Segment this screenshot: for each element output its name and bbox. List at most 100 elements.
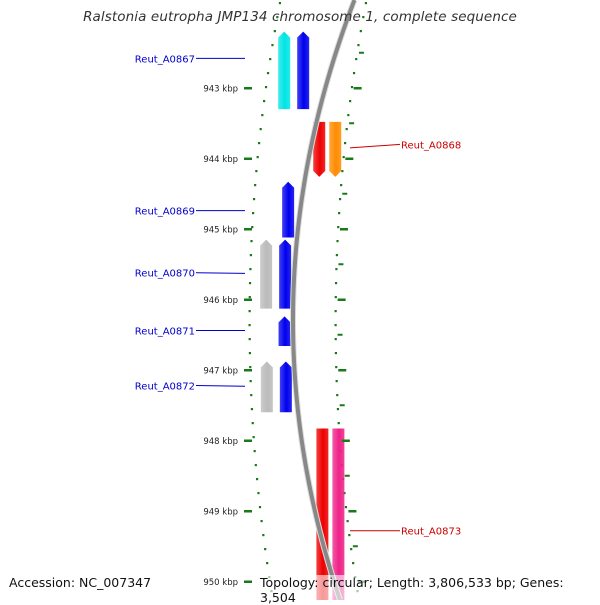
minor-tick — [337, 333, 343, 336]
minor-tick — [342, 192, 348, 195]
accession-text: Accession: NC_007347 — [9, 575, 152, 590]
left-guide-dot — [250, 240, 253, 243]
right-guide-dot — [334, 310, 337, 313]
tick-mark-right — [337, 298, 346, 301]
right-guide-dot — [357, 44, 360, 47]
left-guide-dot — [263, 100, 266, 103]
tick-mark-right — [338, 369, 347, 372]
right-guide-dot — [335, 380, 338, 383]
gene-label-reut-a0873: Reut_A0873 — [401, 527, 461, 538]
minor-tick — [338, 263, 344, 266]
left-guide-dot — [256, 156, 259, 159]
left-guide-dot — [257, 492, 260, 495]
right-guide-dot — [335, 268, 338, 271]
map-title: Ralstonia eutropha JMP134 chromosome 1, … — [83, 9, 517, 25]
left-guide-dot — [249, 380, 252, 383]
tick-mark-right — [341, 439, 350, 442]
minor-tick — [339, 404, 345, 407]
right-guide-dot — [342, 156, 345, 159]
left-guide-dot — [250, 394, 253, 397]
left-guide-dot — [248, 352, 252, 355]
right-guide-dot — [355, 58, 358, 61]
left-guide-dot — [261, 114, 264, 117]
left-guide-dot — [254, 184, 257, 187]
gene-feature-reut-a0872 — [279, 361, 292, 413]
gene-feature-reut-a0869 — [282, 181, 295, 238]
right-guide-dot — [346, 520, 349, 523]
gene-feature-reut-a0873-cog — [332, 428, 345, 600]
right-guide-dot — [340, 184, 343, 187]
gene-label-reut-a0870: Reut_A0870 — [135, 269, 195, 280]
left-guide-dot — [264, 86, 268, 89]
right-guide-dot — [344, 506, 348, 509]
gene-feature-reut-a0867-cog — [278, 31, 291, 110]
left-guide-dot — [276, 16, 279, 19]
tick-mark-left — [244, 439, 252, 442]
gene-label-reut-a0869: Reut_A0869 — [135, 207, 195, 218]
right-guide-dot — [336, 240, 339, 243]
left-guide-dot — [258, 142, 261, 145]
left-guide-dot — [249, 366, 252, 369]
left-guide-dot — [258, 506, 262, 509]
left-guide-dot — [248, 338, 251, 341]
left-guide-dot — [266, 562, 269, 565]
gene-labels: Reut_A0867 Reut_A0868 Reut_A0869 Reut_A0870… — [135, 54, 461, 537]
kbp-ticks: 943 kbp 944 kbp 945 kbp 946 kbp 947 kbp 948 k… — [203, 51, 367, 588]
tick-label: 943 kbp — [203, 85, 238, 95]
left-guide-dot — [262, 534, 265, 537]
gene-label-reut-a0872-leader — [195, 385, 246, 387]
left-guide-dot — [264, 548, 267, 551]
tick-mark-right — [339, 228, 348, 231]
left-guide-dot — [248, 310, 251, 313]
left-guide-dot — [248, 324, 251, 327]
right-guide-dot — [337, 226, 340, 229]
tick-mark-right — [345, 157, 354, 160]
right-guide-dot — [352, 562, 355, 565]
left-guide-dot — [266, 72, 270, 75]
right-guide-dot — [334, 338, 337, 341]
left-guide-dot — [250, 408, 254, 411]
gene-label-reut-a0870-leader — [195, 272, 246, 274]
genome-summary-text: Topology: circular; Length: 3,806,533 bp… — [260, 575, 600, 605]
tick-label: 947 kbp — [203, 367, 238, 377]
right-guide-dot — [334, 324, 337, 327]
right-guide-dot — [345, 128, 348, 131]
right-guide-dot — [350, 548, 353, 551]
tick-mark-left — [244, 510, 252, 513]
tick-label: 946 kbp — [203, 296, 238, 306]
minor-tick — [344, 474, 350, 477]
right-guide-dot — [348, 534, 351, 537]
left-guide-dot — [251, 212, 255, 215]
left-guide-dot — [248, 282, 252, 285]
right-guide-dot — [362, 16, 365, 19]
right-guide-dot — [335, 366, 338, 369]
tick-mark-left — [244, 369, 252, 372]
gene-label-reut-a0867: Reut_A0867 — [135, 54, 195, 65]
right-guide-dot — [343, 492, 346, 495]
gene-label-reut-a0872: Reut_A0872 — [135, 382, 195, 393]
tick-label: 949 kbp — [203, 508, 238, 518]
gene-feature-reut-a0868-cog — [329, 121, 342, 177]
left-guide-dot — [248, 296, 251, 299]
left-guide-dot — [259, 128, 262, 131]
right-guide-dot — [350, 86, 354, 89]
right-guide-dot — [337, 422, 340, 425]
left-guide-dot — [271, 44, 274, 47]
right-guide-dot — [337, 212, 341, 215]
left-guide-dot — [251, 422, 254, 425]
gene-feature-reut-a0871 — [278, 316, 291, 347]
tick-label: 944 kbp — [203, 155, 238, 165]
right-guide-dot — [338, 198, 342, 201]
backbone-line — [290, 0, 357, 600]
right-guide-dot — [341, 170, 344, 173]
minor-tick — [352, 545, 358, 548]
left-guide-dot — [249, 254, 253, 257]
right-guide-dot — [335, 254, 339, 257]
gene-features — [260, 31, 345, 600]
right-guide-dot — [347, 114, 350, 117]
minor-tick — [358, 51, 364, 54]
left-guide-dot — [253, 450, 256, 453]
left-guide-dot — [252, 436, 255, 439]
tick-mark-left — [244, 87, 252, 90]
